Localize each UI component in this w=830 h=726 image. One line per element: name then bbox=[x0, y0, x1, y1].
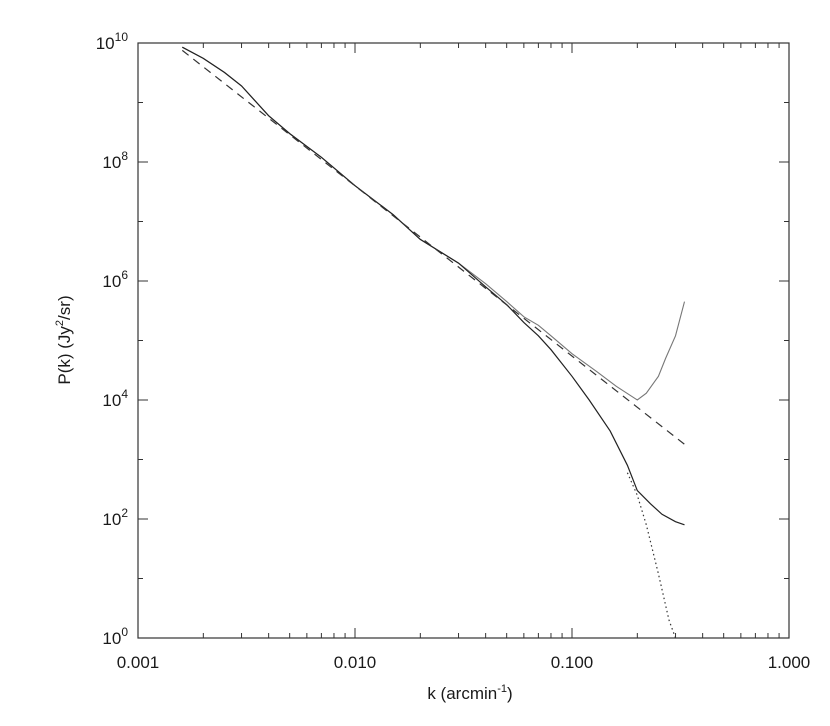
y-tick-base: 10 bbox=[102, 153, 121, 172]
y-tick-base: 10 bbox=[96, 34, 115, 53]
x-tick-label: 1.000 bbox=[768, 653, 811, 672]
series-dotted bbox=[626, 472, 677, 639]
x-axis-label: k (arcmin-1) bbox=[427, 683, 512, 703]
y-tick-base: 10 bbox=[102, 510, 121, 529]
y-tick-exponent: 6 bbox=[121, 268, 128, 282]
series-solid-light bbox=[182, 46, 686, 401]
x-tick-label: 0.100 bbox=[551, 653, 594, 672]
x-tick-label: 0.010 bbox=[334, 653, 377, 672]
plot-frame bbox=[137, 42, 790, 639]
y-tick-base: 10 bbox=[102, 629, 121, 648]
y-tick-label: 106 bbox=[102, 268, 128, 291]
y-tick-exponent: 10 bbox=[115, 30, 129, 44]
y-tick-exponent: 8 bbox=[121, 149, 128, 163]
y-tick-label: 1010 bbox=[96, 30, 129, 53]
series-solid-dark bbox=[182, 46, 685, 526]
x-tick-label: 0.001 bbox=[117, 653, 160, 672]
series-layer bbox=[181, 46, 686, 639]
y-tick-label: 108 bbox=[102, 149, 128, 172]
y-tick-label: 104 bbox=[102, 387, 128, 410]
y-tick-base: 10 bbox=[102, 391, 121, 410]
y-tick-label: 100 bbox=[102, 625, 128, 648]
y-tick-exponent: 0 bbox=[121, 625, 128, 639]
y-tick-label: 102 bbox=[102, 506, 128, 529]
y-tick-exponent: 2 bbox=[121, 506, 128, 520]
y-tick-base: 10 bbox=[102, 272, 121, 291]
y-tick-exponent: 4 bbox=[121, 387, 128, 401]
x-axis: 0.001 0.010 0.100 1.000 bbox=[117, 43, 811, 672]
y-axis-label: P(k) (Jy2/sr) bbox=[54, 295, 74, 384]
